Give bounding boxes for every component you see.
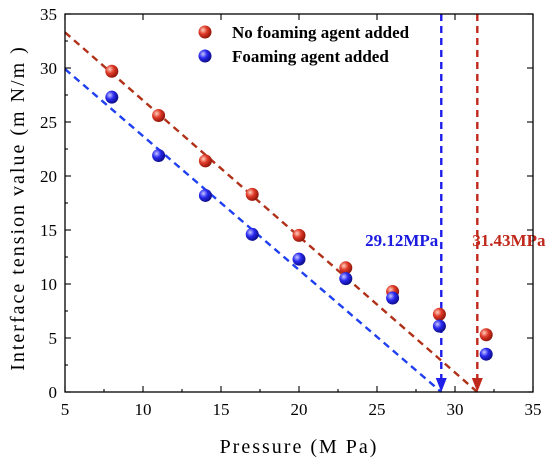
y-axis-title: Interface tension value (m N/m ): [7, 45, 29, 371]
y-tick-label: 10: [40, 275, 57, 294]
legend-label-foaming: Foaming agent added: [232, 47, 389, 66]
y-tick-label: 25: [40, 113, 57, 132]
annotation-arrow-head: [435, 378, 447, 392]
legend-label-no-foaming: No foaming agent added: [232, 23, 410, 42]
axes: Pressure (M Pa) Interface tension value …: [7, 5, 542, 458]
y-tick-label: 35: [40, 5, 57, 24]
annotation-label: 31.43MPa: [472, 231, 546, 250]
x-tick-label: 35: [525, 400, 542, 419]
annotation-label: 29.12MPa: [365, 231, 439, 250]
data-point-no-foaming: [432, 307, 446, 321]
data-point-no-foaming: [479, 328, 493, 342]
y-tick-label: 5: [49, 329, 58, 348]
data-point-no-foaming: [339, 261, 353, 275]
annotation-arrow-head: [471, 378, 483, 392]
data-point-no-foaming: [152, 109, 166, 123]
legend-marker-no-foaming: [198, 25, 212, 39]
y-tick-label: 0: [49, 383, 58, 402]
legend-marker-foaming: [198, 49, 212, 63]
data-point-no-foaming: [292, 228, 306, 242]
data-point-foaming: [152, 148, 166, 162]
data-point-foaming: [292, 252, 306, 266]
plot-frame: [64, 13, 534, 393]
x-tick-label: 5: [61, 400, 70, 419]
x-axis-title: Pressure (M Pa): [220, 436, 379, 458]
y-tick-label: 15: [40, 221, 57, 240]
fit-line-foaming: [64, 68, 443, 393]
data-point-no-foaming: [105, 64, 119, 78]
data-point-foaming: [198, 188, 212, 202]
x-tick-label: 20: [291, 400, 308, 419]
y-tick-label: 30: [40, 59, 57, 78]
plot-area: 29.12MPa 31.43MPa: [64, 14, 546, 393]
x-tick-label: 30: [447, 400, 464, 419]
data-point-foaming: [245, 227, 259, 241]
fit-line-no-foaming: [64, 31, 479, 393]
x-tick-label: 25: [369, 400, 386, 419]
data-point-no-foaming: [245, 187, 259, 201]
data-point-foaming: [432, 319, 446, 333]
x-tick-label: 10: [135, 400, 152, 419]
data-point-foaming: [105, 90, 119, 104]
data-point-no-foaming: [198, 154, 212, 168]
data-point-foaming: [339, 272, 353, 286]
x-tick-label: 15: [213, 400, 230, 419]
data-point-foaming: [386, 291, 400, 305]
data-point-foaming: [479, 347, 493, 361]
legend: No foaming agent added Foaming agent add…: [198, 23, 410, 66]
y-tick-label: 20: [40, 167, 57, 186]
